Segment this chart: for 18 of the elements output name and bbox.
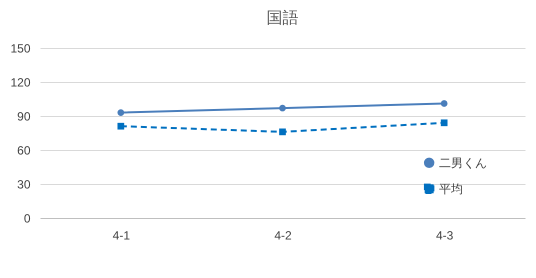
point bbox=[440, 119, 448, 126]
point bbox=[440, 100, 448, 107]
y-tick-label: 0 bbox=[24, 212, 31, 226]
point bbox=[117, 122, 124, 130]
x-tick-label: 4-1 bbox=[112, 228, 130, 242]
y-tick-label: 90 bbox=[17, 110, 31, 124]
y-tick-label: 120 bbox=[10, 76, 31, 90]
legend-label: 二男くん bbox=[439, 156, 488, 170]
point bbox=[117, 109, 124, 116]
point bbox=[279, 104, 286, 112]
x-tick-label: 4-2 bbox=[274, 228, 292, 242]
y-tick-label: 30 bbox=[17, 178, 31, 192]
x-tick-label: 4-3 bbox=[436, 228, 454, 242]
y-tick-label: 60 bbox=[17, 144, 31, 158]
legend-label: 平均 bbox=[439, 182, 464, 196]
point bbox=[279, 128, 286, 136]
y-tick-label: 150 bbox=[10, 42, 31, 56]
chart-title: 国語 bbox=[266, 9, 298, 27]
